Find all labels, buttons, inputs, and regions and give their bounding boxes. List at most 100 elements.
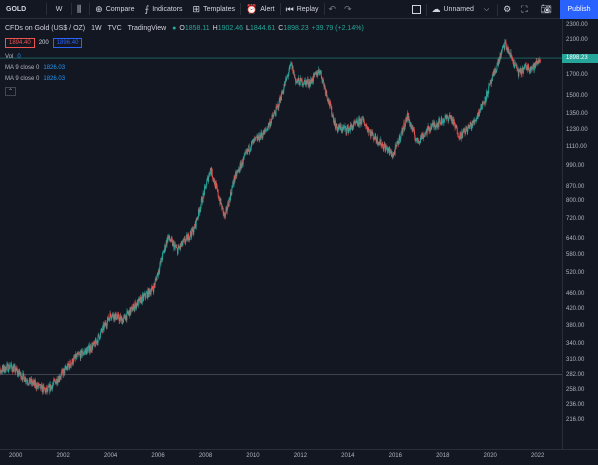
candle-up bbox=[424, 132, 426, 136]
candle-up bbox=[182, 243, 183, 246]
candle-up bbox=[249, 150, 251, 152]
replay-button[interactable]: ⏮ Replay bbox=[281, 0, 324, 19]
redo-button[interactable]: ↷ bbox=[340, 0, 356, 19]
candle-up bbox=[83, 351, 85, 354]
candle-up bbox=[524, 64, 526, 67]
candle-up bbox=[240, 163, 241, 164]
sell-price-button[interactable]: 1894.40 bbox=[5, 37, 35, 48]
candle-up bbox=[483, 102, 485, 104]
candle-up bbox=[18, 369, 20, 374]
save-layout-button[interactable]: ☁ Unnamed ⌵ bbox=[427, 0, 498, 19]
compare-button[interactable]: ⊕ Compare bbox=[90, 0, 139, 19]
candle-up bbox=[359, 120, 361, 126]
candle-up bbox=[283, 87, 285, 92]
candle-up bbox=[245, 152, 246, 153]
candle-up bbox=[350, 124, 351, 131]
candle-down bbox=[51, 386, 53, 390]
candle-down bbox=[216, 187, 218, 191]
candle-up bbox=[374, 133, 376, 140]
candle-up bbox=[426, 128, 428, 135]
collapse-legend-button[interactable]: ⌃ bbox=[5, 87, 16, 96]
candle-up bbox=[388, 148, 390, 149]
candle-up bbox=[444, 115, 446, 118]
candle-up bbox=[254, 137, 256, 139]
layout-select-button[interactable] bbox=[407, 0, 426, 19]
candle-down bbox=[321, 78, 323, 83]
price-tick-label: 282.00 bbox=[566, 372, 585, 379]
candle-down bbox=[305, 81, 307, 86]
snapshot-button[interactable]: 📷︎ bbox=[536, 0, 560, 19]
candle-up bbox=[78, 353, 80, 355]
candle-up bbox=[87, 348, 89, 353]
candle-up bbox=[83, 353, 85, 355]
candle-up bbox=[410, 123, 412, 125]
price-tick-label: 870.00 bbox=[566, 184, 585, 191]
candle-up bbox=[510, 52, 512, 57]
candle-down bbox=[212, 176, 214, 179]
candle-up bbox=[211, 169, 213, 174]
candle-down bbox=[324, 85, 326, 88]
interval-button[interactable]: W bbox=[55, 5, 63, 13]
current-price-label: 1898.23 bbox=[562, 53, 598, 63]
settings-button[interactable]: ⚙ bbox=[498, 0, 516, 19]
high-key: H bbox=[212, 24, 218, 32]
templates-button[interactable]: ⊞ Templates bbox=[188, 0, 240, 19]
candle-down bbox=[326, 90, 328, 96]
candle-up bbox=[343, 127, 345, 129]
candle-up bbox=[266, 129, 267, 131]
candle-up bbox=[403, 122, 405, 129]
candle-down bbox=[133, 303, 135, 311]
symbol-search[interactable]: GOLD bbox=[6, 5, 27, 13]
candle-up bbox=[135, 302, 136, 306]
candle-up bbox=[338, 127, 340, 130]
candle-up bbox=[283, 83, 285, 88]
candle-down bbox=[219, 199, 221, 204]
fullscreen-button[interactable]: ⛶ bbox=[516, 0, 535, 19]
chart-style-button[interactable]: ⫼ bbox=[72, 0, 89, 19]
candle-up bbox=[416, 139, 418, 141]
buy-price-button[interactable]: 1896.40 bbox=[52, 37, 83, 48]
candle-down bbox=[31, 380, 33, 385]
candle-down bbox=[357, 124, 359, 126]
candle-up bbox=[132, 309, 134, 312]
candle-down bbox=[22, 373, 24, 374]
candle-up bbox=[199, 209, 201, 213]
candle-up bbox=[42, 385, 44, 393]
candle-up bbox=[34, 380, 36, 385]
candle-up bbox=[339, 125, 341, 131]
candle-down bbox=[308, 84, 309, 86]
price-tick-label: 1700.00 bbox=[566, 72, 588, 79]
symbol-legend[interactable]: CFDs on Gold (US$ / OZ) 1W TVC TradingVi… bbox=[5, 23, 364, 33]
time-scale[interactable] bbox=[0, 449, 598, 465]
publish-button[interactable]: Publish bbox=[560, 0, 598, 19]
candle-down bbox=[493, 70, 495, 75]
undo-button[interactable]: ↶ bbox=[325, 0, 341, 19]
candle-up bbox=[199, 209, 201, 210]
candle-down bbox=[94, 341, 95, 344]
volume-legend[interactable]: Vol 0 bbox=[5, 51, 364, 62]
candle-up bbox=[214, 181, 216, 185]
candle-down bbox=[81, 350, 83, 357]
candle-up bbox=[85, 349, 87, 352]
candle-up bbox=[381, 145, 382, 147]
candle-up bbox=[516, 65, 518, 67]
candle-up bbox=[316, 72, 318, 77]
price-chart[interactable] bbox=[0, 19, 562, 449]
candle-up bbox=[130, 306, 132, 309]
candles-icon: ⫼ bbox=[77, 3, 82, 14]
candle-down bbox=[3, 365, 5, 372]
candle-down bbox=[511, 54, 512, 58]
candle-up bbox=[67, 363, 69, 370]
ma-legend-2[interactable]: MA 9 close 0 1826.03 bbox=[5, 73, 364, 84]
candle-down bbox=[153, 284, 155, 286]
candle-down bbox=[353, 122, 355, 124]
candle-up bbox=[531, 67, 533, 70]
candle-down bbox=[471, 124, 473, 127]
alert-button[interactable]: ⏰ Alert bbox=[241, 0, 280, 19]
indicators-button[interactable]: ⨍ Indicators bbox=[139, 0, 187, 19]
candle-down bbox=[468, 124, 470, 127]
candle-up bbox=[361, 116, 363, 119]
candle-up bbox=[131, 306, 133, 307]
candle-down bbox=[332, 114, 334, 117]
ma-legend-1[interactable]: MA 9 close 0 1826.03 bbox=[5, 62, 364, 73]
